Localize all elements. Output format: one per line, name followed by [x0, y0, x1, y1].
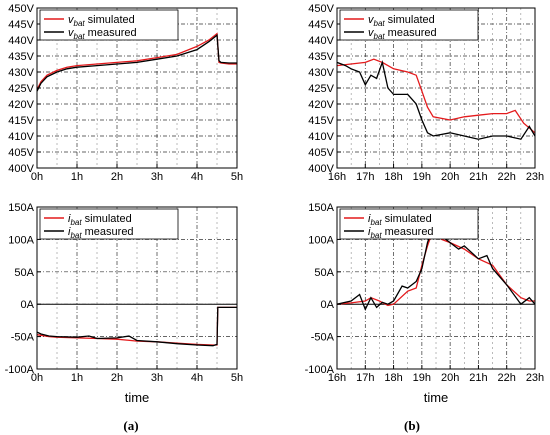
x-tick-label: 5h — [231, 372, 243, 384]
y-tick-label: 445V — [308, 19, 334, 31]
x-tick-label: 22h — [498, 372, 516, 384]
x-tick-label: 1h — [71, 171, 83, 183]
chart-b-top: 16h 17h 18h 19h 20h 21h 22h 23h 400V 405V 410V 415V… — [308, 3, 544, 183]
y-tick-label: 435V — [8, 51, 34, 63]
x-tick-label: 19h — [413, 171, 431, 183]
y-tick-label: 425V — [8, 83, 34, 95]
y-tick-label: 405V — [8, 147, 34, 159]
x-tick-label: 4h — [191, 171, 203, 183]
y-tick-label: 415V — [8, 115, 34, 127]
y-tick-label: -50A — [11, 332, 35, 344]
y-tick-label: 50A — [314, 267, 334, 279]
x-tick-label: 17h — [356, 372, 374, 384]
y-tick-label: 445V — [8, 19, 34, 31]
x-tick-label: 1h — [71, 372, 83, 384]
y-tick-label: 150A — [8, 202, 34, 214]
x-tick-label: 23h — [526, 372, 544, 384]
x-tick-label: 0h — [31, 171, 43, 183]
chart-a-top: 0h 1h 2h 3h 4h 5h 400V 405V 410V 415V 420V 425V 430V… — [8, 3, 243, 183]
y-tick-label: 405V — [308, 147, 334, 159]
series-line-measured — [37, 33, 237, 92]
y-tick-label: -100A — [305, 364, 335, 376]
legend-label: vbat simulated — [368, 14, 435, 28]
x-tick-label: 3h — [151, 372, 163, 384]
x-tick-label: 18h — [384, 372, 402, 384]
y-tick-label: 400V — [308, 163, 334, 175]
y-tick-label: 450V — [308, 3, 334, 15]
legend-label: ibat measured — [368, 226, 434, 240]
x-tick-label: 0h — [31, 372, 43, 384]
x-tick-label: 20h — [441, 372, 459, 384]
legend-box — [39, 9, 179, 41]
x-tick-label: 18h — [384, 171, 402, 183]
y-tick-label: 400V — [8, 163, 34, 175]
series-line-simulated — [337, 228, 535, 307]
y-tick-label: 430V — [308, 67, 334, 79]
x-tick-label: 23h — [526, 171, 544, 183]
y-tick-label: 0A — [321, 299, 335, 311]
legend-box — [339, 208, 479, 240]
y-tick-label: 415V — [308, 115, 334, 127]
x-tick-label: 20h — [441, 171, 459, 183]
legend-label: vbat measured — [68, 27, 137, 41]
series-line-measured — [337, 225, 535, 312]
x-axis-label: time — [125, 390, 150, 405]
panel-label-a: (a) — [123, 418, 138, 433]
x-tick-label: 21h — [469, 372, 487, 384]
legend-label: ibat simulated — [68, 213, 132, 227]
y-tick-label: -100A — [5, 364, 35, 376]
chart-a-bottom: 0h 1h 2h 3h 4h 5h -100A -50A 0A 50A 100A 150A time ib… — [5, 202, 243, 405]
y-tick-label: 0A — [21, 299, 35, 311]
x-tick-label: 2h — [111, 372, 123, 384]
legend-label: ibat simulated — [368, 213, 432, 227]
x-tick-label: 17h — [356, 171, 374, 183]
y-tick-label: 100A — [8, 234, 34, 246]
series-line-measured — [37, 306, 237, 347]
x-tick-label: 3h — [151, 171, 163, 183]
series-line-simulated — [37, 32, 237, 90]
y-tick-label: 420V — [308, 99, 334, 111]
legend-box — [339, 9, 479, 41]
x-tick-label: 16h — [328, 372, 346, 384]
series-line-measured — [337, 60, 535, 140]
y-tick-label: 440V — [8, 35, 34, 47]
y-tick-label: 450V — [8, 3, 34, 15]
x-tick-label: 19h — [413, 372, 431, 384]
x-tick-label: 21h — [469, 171, 487, 183]
legend-label: ibat measured — [68, 226, 134, 240]
x-axis-label: time — [424, 390, 449, 405]
y-tick-label: -50A — [311, 332, 335, 344]
plot-frame — [36, 206, 238, 370]
y-tick-label: 150A — [308, 202, 334, 214]
plot-frame — [336, 206, 536, 370]
x-tick-label: 4h — [191, 372, 203, 384]
y-tick-label: 440V — [308, 35, 334, 47]
y-tick-label: 410V — [308, 131, 334, 143]
y-tick-label: 435V — [308, 51, 334, 63]
x-tick-label: 16h — [328, 171, 346, 183]
legend-label: vbat measured — [368, 27, 437, 41]
y-tick-label: 410V — [8, 131, 34, 143]
panel-label-b: (b) — [404, 418, 420, 433]
y-tick-label: 425V — [308, 83, 334, 95]
x-tick-label: 5h — [231, 171, 243, 183]
series-line-simulated — [337, 58, 535, 134]
y-tick-label: 420V — [8, 99, 34, 111]
legend-box — [39, 208, 179, 240]
y-tick-label: 100A — [308, 234, 334, 246]
y-tick-label: 50A — [14, 267, 34, 279]
legend-label: vbat simulated — [68, 14, 135, 28]
y-tick-label: 430V — [8, 67, 34, 79]
chart-b-bottom: 16h 17h 18h 19h 20h 21h 22h 23h -100A -50A 0A 50A 10… — [305, 202, 545, 405]
x-tick-label: 2h — [111, 171, 123, 183]
x-tick-label: 22h — [498, 171, 516, 183]
